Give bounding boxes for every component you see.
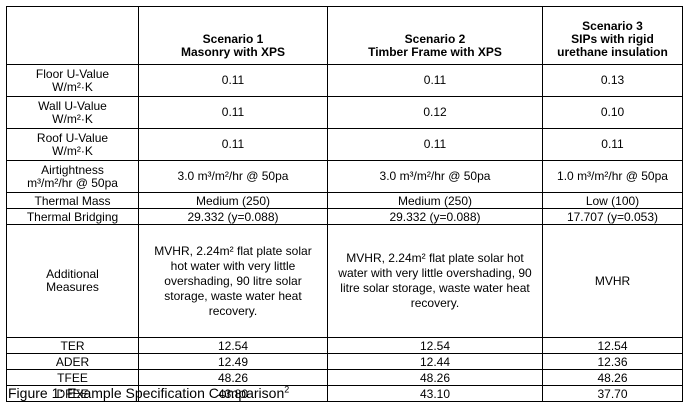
- header-line: urethane insulation: [557, 45, 668, 59]
- value-cell: 48.26: [138, 369, 328, 386]
- row-label: TFEE: [6, 369, 139, 386]
- value-cell: 0.10: [542, 96, 683, 129]
- value-cell: 29.332 (y=0.088): [138, 208, 328, 225]
- table-row: TFEE 48.26 48.26 48.26: [6, 369, 683, 386]
- value-cell: MVHR, 2.24m² flat plate solar hot water …: [138, 224, 328, 338]
- table-row: Roof U-Value W/m²·K 0.11 0.11 0.11: [6, 128, 683, 161]
- value-cell: 0.13: [542, 64, 683, 97]
- value-cell: 43.80: [138, 385, 328, 402]
- header-line: Timber Frame with XPS: [368, 45, 502, 59]
- caption-footnote-mark: 2: [284, 384, 290, 395]
- row-label: Wall U-Value W/m²·K: [6, 96, 139, 129]
- header-line: Scenario 3: [582, 19, 643, 33]
- value-cell: MVHR: [542, 224, 683, 338]
- row-label: Airtightness m³/m²/hr @ 50pa: [6, 160, 139, 193]
- value-cell: Medium (250): [327, 192, 543, 209]
- value-cell: Medium (250): [138, 192, 328, 209]
- value-cell: 12.54: [327, 337, 543, 354]
- row-label: ADER: [6, 353, 139, 370]
- value-cell: 0.12: [327, 96, 543, 129]
- header-row: Scenario 1 Masonry with XPS Scenario 2 T…: [6, 6, 683, 65]
- table-row: Thermal Bridging 29.332 (y=0.088) 29.332…: [6, 208, 683, 225]
- table-row: DFEE 43.80 43.10 37.70: [6, 385, 683, 402]
- header-line: Masonry with XPS: [180, 45, 286, 59]
- row-label: Floor U-Value W/m²·K: [6, 64, 139, 97]
- empty-corner-cell: [6, 6, 139, 65]
- header-line: SIPs with rigid: [571, 32, 654, 46]
- value-cell: 3.0 m³/m²/hr @ 50pa: [327, 160, 543, 193]
- value-cell: 17.707 (y=0.053): [542, 208, 683, 225]
- table-row: Additional Measures MVHR, 2.24m² flat pla…: [6, 224, 683, 338]
- header-scenario-2: Scenario 2 Timber Frame with XPS: [327, 6, 543, 65]
- value-cell: 48.26: [327, 369, 543, 386]
- table-row: TER 12.54 12.54 12.54: [6, 337, 683, 354]
- row-label: Roof U-Value W/m²·K: [6, 128, 139, 161]
- value-cell: 0.11: [138, 128, 328, 161]
- value-cell: 29.332 (y=0.088): [327, 208, 543, 225]
- row-label: Thermal Mass: [6, 192, 139, 209]
- row-label: TER: [6, 337, 139, 354]
- value-cell: 12.44: [327, 353, 543, 370]
- value-cell: 12.36: [542, 353, 683, 370]
- value-cell: 12.54: [542, 337, 683, 354]
- header-line: Scenario 2: [404, 32, 466, 46]
- table-row: Wall U-Value W/m²·K 0.11 0.12 0.10: [6, 96, 683, 129]
- table-row: Thermal Mass Medium (250) Medium (250) L…: [6, 192, 683, 209]
- table-row: Floor U-Value W/m²·K 0.11 0.11 0.13: [6, 64, 683, 97]
- value-cell: 12.54: [138, 337, 328, 354]
- value-cell: 0.11: [327, 128, 543, 161]
- value-cell: 48.26: [542, 369, 683, 386]
- row-label: DFEE: [6, 385, 139, 402]
- value-cell: 0.11: [138, 96, 328, 129]
- value-cell: 0.11: [327, 64, 543, 97]
- caption-text: Figure 1: Example Specification Comparis…: [8, 385, 285, 401]
- row-label: Additional Measures: [6, 224, 139, 338]
- value-cell: 0.11: [138, 64, 328, 97]
- value-cell: 37.70: [542, 385, 683, 402]
- table-row: Airtightness m³/m²/hr @ 50pa 3.0 m³/m²/hr…: [6, 160, 683, 193]
- specification-comparison-table: Scenario 1 Masonry with XPS Scenario 2 T…: [6, 6, 683, 402]
- table-row: ADER 12.49 12.44 12.36: [6, 353, 683, 370]
- value-cell: 3.0 m³/m²/hr @ 50pa: [138, 160, 328, 193]
- value-cell: 12.49: [138, 353, 328, 370]
- value-cell: 43.10: [327, 385, 543, 402]
- header-scenario-1: Scenario 1 Masonry with XPS: [138, 6, 328, 65]
- figure-caption: Figure 1: Example Specification Comparis…: [8, 385, 289, 401]
- value-cell: Low (100): [542, 192, 683, 209]
- value-cell: MVHR, 2.24m² flat plate solar hot water …: [327, 224, 543, 338]
- value-cell: 0.11: [542, 128, 683, 161]
- value-cell: 1.0 m³/m²/hr @ 50pa: [542, 160, 683, 193]
- header-line: Scenario 1: [202, 32, 264, 46]
- row-label: Thermal Bridging: [6, 208, 139, 225]
- header-scenario-3: Scenario 3 SIPs with rigid urethane insu…: [542, 6, 683, 65]
